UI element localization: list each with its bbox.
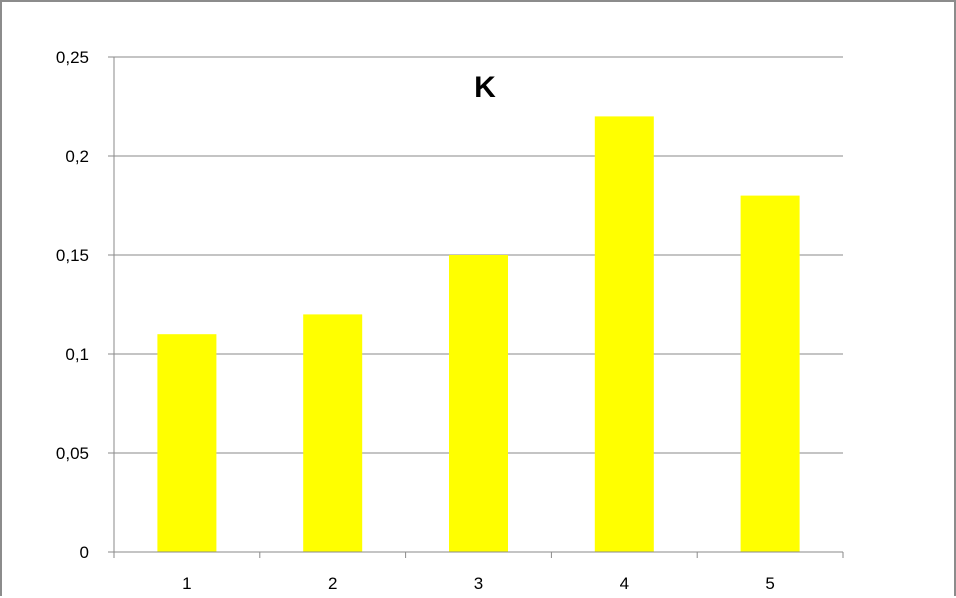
bar: [594, 116, 654, 553]
bars: [157, 116, 800, 553]
x-tick-label: 2: [328, 574, 337, 593]
bar: [740, 195, 800, 552]
x-tick-label: 3: [474, 574, 483, 593]
x-tick-label: 1: [182, 574, 191, 593]
y-tick-label: 0,15: [56, 246, 89, 265]
chart-title: K: [474, 71, 496, 104]
x-tick-label: 5: [765, 574, 774, 593]
y-tick-label: 0,1: [65, 345, 89, 364]
x-tick-label: 4: [620, 574, 629, 593]
bar: [303, 314, 363, 552]
y-tick-label: 0,25: [56, 48, 89, 67]
bar: [157, 334, 217, 552]
tick-labels: 0 0,05 0,1 0,15 0,2 0,25 1 2 3 4 5: [56, 48, 775, 593]
y-tick-label: 0,2: [65, 147, 89, 166]
bar: [449, 255, 508, 552]
y-tick-label: 0: [80, 543, 89, 562]
axes: [108, 56, 844, 558]
y-tick-label: 0,05: [56, 444, 89, 463]
